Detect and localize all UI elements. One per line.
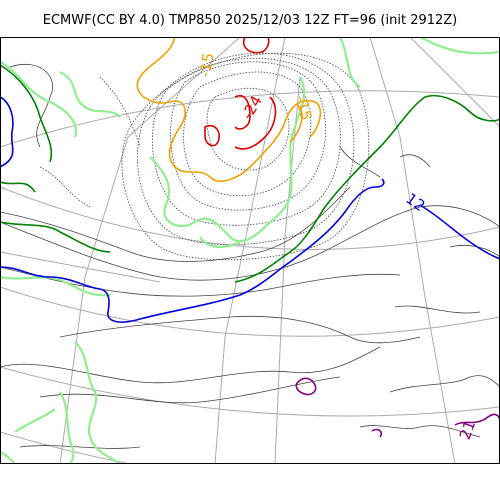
contour-minus15 [136, 37, 322, 182]
contour-minus6 [0, 37, 500, 464]
label-minus15-a: -15 [196, 51, 218, 78]
contour-zero [0, 64, 500, 283]
chart-title: ECMWF(CC BY 4.0) TMP850 2025/12/03 12Z F… [42, 13, 458, 28]
contour-plus21 [295, 377, 500, 438]
dotted-contours [39, 52, 370, 261]
thin-contours [0, 63, 500, 449]
temperature-map: -24 -15 -15 12 21 [0, 37, 500, 464]
map-panel: -24 -15 -15 12 21 [0, 37, 500, 464]
label-plus21: 21 [456, 418, 479, 442]
contour-plus12 [0, 96, 500, 323]
label-minus15-b: -15 [292, 94, 316, 122]
contour-minus24 [204, 37, 277, 150]
